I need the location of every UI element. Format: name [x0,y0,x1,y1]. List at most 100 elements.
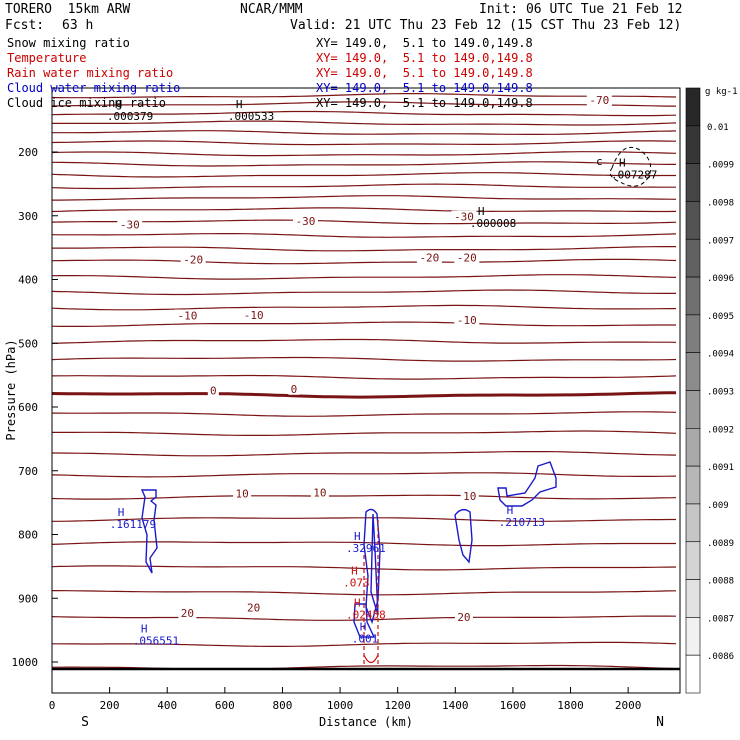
colorbar-level-label: .009 [707,501,729,511]
temperature-contour-label: -10 [457,314,477,327]
x-axis-title: Distance (km) [319,715,413,729]
label-backing [460,489,479,502]
field-name-temperature: Temperature [7,51,87,65]
plot-border [51,87,681,694]
temperature-line [51,321,676,327]
y-tick-label: 200 [18,146,38,159]
temperature-line [51,183,676,190]
maximum-value: .056551 [133,634,179,647]
temperature-line [51,289,676,296]
colorbar-segment [685,314,701,353]
colorbar-level-label: .0095 [707,312,734,322]
label-backing [454,313,480,326]
y-tick-label: 500 [18,337,38,350]
fcst-label: Fcst: [5,18,45,33]
mixing-ratio-contours: c [140,146,652,666]
temperature-line [51,374,677,380]
temperature-line [51,565,677,571]
plot-frame: 0 200 400 600 800 1000 1200 1400 1600 1800 2000200… [4,87,681,730]
label-backing [244,601,263,614]
temperature-contour-label: -20 [457,251,477,264]
temperature-line [51,140,677,146]
x-tick-label: 1000 [327,699,354,712]
cloud-water-contour [363,508,381,625]
colorbar-segment [685,579,701,618]
temperature-contour-label: -10 [177,309,197,322]
temperature-contour-label: -20 [419,251,439,264]
temperature-line [51,494,677,500]
north-label: N [656,715,664,730]
field-xy-temperature: XY= 149.0, 5.1 to 149.0,149.8 [316,51,533,65]
x-tick-label: 0 [49,699,56,712]
temperature-line [51,110,677,117]
x-tick-label: 1200 [384,699,411,712]
maximum-marker: H [360,621,367,634]
colorbar-unit: g kg-1 [705,87,738,97]
field-xy-cloud-ice: XY= 149.0, 5.1 to 149.0,149.8 [316,96,533,110]
temperature-contour-label: 10 [313,487,326,500]
colorbar-level-label: 0.01 [707,123,729,133]
temperature-line [52,451,677,457]
temperature-contour-label: -30 [454,211,474,224]
field-xy-rain: XY= 149.0, 5.1 to 149.0,149.8 [316,66,533,80]
temperature-line [52,195,677,201]
contour-glyph: c [596,155,603,168]
temperature-line [51,161,676,167]
init-time: Init: 06 UTC Tue 21 Feb 12 [479,2,683,17]
maximum-value: .000008 [470,217,516,230]
temperature-line [51,233,677,238]
colorbar-level-label: .0087 [707,614,734,624]
maximum-marker: H [507,504,514,517]
temperature-line [51,338,677,344]
temperature-line [52,130,677,135]
colorbar-level-label: .0096 [707,274,734,284]
label-backing [117,218,143,231]
temperature-contour-label: 10 [236,487,249,500]
freezing-level-line [51,391,677,399]
x-tick-label: 1600 [500,699,527,712]
colorbar-segment [685,125,701,164]
temperature-contour-label: -30 [120,218,140,231]
cloud-water-contour [140,489,158,574]
cloud-ice-contour [609,146,652,187]
maximum-value: .007287 [611,168,657,181]
maximum-value: .073 [343,576,370,589]
label-backing [416,251,442,264]
maximum-value: .000379 [107,110,153,123]
temperature-line [51,93,677,99]
colorbar-segment [685,541,701,580]
colorbar-level-label: .0089 [707,539,734,549]
center-title: NCAR/MMM [240,2,303,17]
temperature-contour-label: 0 [291,383,298,396]
field-name-cloud-water: Cloud water mixing ratio [7,81,181,95]
temperature-contour-label: -20 [183,253,203,266]
temperature-line [52,517,676,522]
label-backing [207,384,219,397]
colorbar-segment [685,465,701,505]
maximum-value: .210713 [499,516,545,529]
maximum-marker: H [619,156,626,169]
maximum-marker: H [115,98,122,111]
maximum-marker: H [354,596,361,609]
y-tick-label: 300 [18,210,38,223]
temperature-contour-label: 10 [463,490,476,503]
temperature-line [52,411,677,417]
temperature-contour-label: 20 [457,611,470,624]
maximum-marker: H [141,622,148,635]
temperature-contour-label: 0 [210,385,217,398]
x-tick-label: 400 [157,699,177,712]
label-backing [454,251,480,264]
colorbar-segment [685,654,701,694]
y-tick-label: 900 [18,592,38,605]
colorbar-level-label: .0099 [707,161,734,171]
temperature-line [51,472,677,478]
x-tick-label: 2000 [615,699,642,712]
field-xy-cloud-water: XY= 149.0, 5.1 to 149.0,149.8 [316,81,533,95]
colorbar-segment [685,238,701,278]
colorbar-segment [685,276,701,316]
colorbar-segment [685,352,701,391]
temperature-line [51,356,677,362]
x-tick-label: 200 [100,699,120,712]
south-label: S [81,715,89,730]
field-name-cloud-ice: Cloud ice mixing ratio [7,96,166,110]
